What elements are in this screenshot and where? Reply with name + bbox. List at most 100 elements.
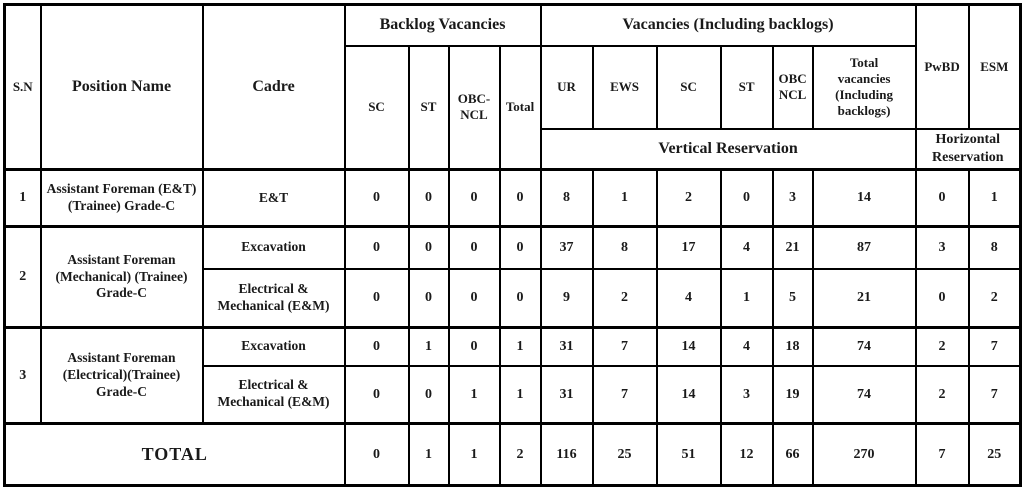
header-row-groups: S.N Position Name Cadre Backlog Vacancie… [3,3,1022,171]
esm-cell: 2 [967,267,1022,329]
esm-cell: 1 [967,168,1022,228]
cadre-cell: Electrical & Mechanical (E&M) [201,267,346,329]
group-header-backlog-vacancies: Backlog Vacancies [343,3,542,47]
ur-cell: 31 [539,326,594,367]
esm-cell: 8 [967,225,1022,270]
backlog-st-total-cell: 1 [407,422,450,487]
document-page: S.N Position Name Cadre Backlog Vacancie… [3,3,1023,487]
group-header-vacancies-text: Vacancies (Including backlogs) [622,16,834,34]
backlog-st-cell: 0 [407,267,450,329]
backlog-sc-total-cell: 0 [343,422,410,487]
backlog-total-cell: 1 [498,364,542,425]
backlog-total-cell: 1 [498,326,542,367]
total-vacancies-cell: 74 [811,364,917,425]
col-header-backlog-sc: SC [343,44,410,171]
cadre-cell: Electrical & Mechanical (E&M) [201,364,346,425]
ur-cell: 9 [539,267,594,329]
ur-total-cell: 116 [539,422,594,487]
total-vacancies-cell: 14 [811,168,917,228]
st-cell: 3 [719,364,774,425]
st-cell: 0 [719,168,774,228]
table-row-1-et: 1 Assistant Foreman (E&T) (Trainee) Grad… [3,168,1022,228]
sc-cell: 14 [655,364,722,425]
total-vacancies-cell: 74 [811,326,917,367]
table-row-3-electrical-excavation: 3 Assistant Foreman (Electrical)(Trainee… [3,326,1022,425]
col-header-pwbd: PwBD [914,3,970,130]
col-header-cadre: Cadre [201,3,346,171]
pwbd-cell: 3 [914,225,970,270]
obc-ncl-total-cell: 66 [771,422,814,487]
obc-ncl-cell: 18 [771,326,814,367]
backlog-obc-ncl-cell: 0 [447,225,501,270]
col-header-sn: S.N [3,3,42,171]
pwbd-cell: 0 [914,267,970,329]
sn-cell: 2 [3,225,42,329]
position-name-cell: Assistant Foreman (E&T) (Trainee) Grade-… [39,168,204,228]
col-header-backlog-total: Total [498,44,542,171]
col-header-st: ST [719,44,774,130]
esm-total-cell: 25 [967,422,1022,487]
sc-cell: 17 [655,225,722,270]
header-row-columns: SC ST OBC-NCL Total UR EWS SC ST OBC NCL… [5,44,1021,171]
ews-cell: 1 [591,168,658,228]
col-header-obc-ncl: OBC NCL [771,44,814,130]
backlog-sc-cell: 0 [343,364,410,425]
header-row-reservation: Vertical Reservation Horizontal Reservat… [5,127,1022,171]
backlog-obc-ncl-cell: 0 [447,168,501,228]
ews-cell: 2 [591,267,658,329]
sc-total-cell: 51 [655,422,722,487]
pwbd-cell: 2 [914,326,970,367]
backlog-st-cell: 0 [407,364,450,425]
ews-cell: 7 [591,364,658,425]
backlog-total-total-cell: 2 [498,422,542,487]
ews-cell: 7 [591,326,658,367]
total-vacancies-cell: 21 [811,267,917,329]
col-header-total-vacancies: Total vacancies (Including backlogs) [811,44,917,130]
obc-ncl-cell: 21 [771,225,814,270]
backlog-obc-ncl-cell: 0 [447,326,501,367]
backlog-total-cell: 0 [498,168,542,228]
backlog-st-cell: 0 [407,225,450,270]
position-name-cell: Assistant Foreman (Mechanical) (Trainee)… [39,225,204,329]
backlog-sc-cell: 0 [343,225,410,270]
obc-ncl-cell: 19 [771,364,814,425]
esm-cell: 7 [967,364,1022,425]
table-row-3-electrical-em: Electrical & Mechanical (E&M) 0 0 1 1 31… [5,364,1022,425]
table-row-total: TOTAL 0 1 1 2 116 25 51 12 66 270 7 25 [3,422,1022,487]
sn-cell: 3 [3,326,42,425]
pwbd-cell: 0 [914,168,970,228]
ews-cell: 8 [591,225,658,270]
col-header-backlog-obc-ncl: OBC-NCL [447,44,501,171]
total-label-cell: TOTAL [3,422,346,487]
esm-cell: 7 [967,326,1022,367]
backlog-total-cell: 0 [498,225,542,270]
total-vacancies-total-cell: 270 [811,422,917,487]
st-cell: 4 [719,225,774,270]
total-vacancies-cell: 87 [811,225,917,270]
table-row-2-mechanical-excavation: 2 Assistant Foreman (Mechanical) (Traine… [3,225,1022,329]
sc-cell: 2 [655,168,722,228]
col-header-total-vacancies-text: Total vacancies (Including backlogs) [835,54,893,119]
obc-ncl-cell: 5 [771,267,814,329]
st-cell: 4 [719,326,774,367]
col-header-sc: SC [655,44,722,130]
sc-cell: 4 [655,267,722,329]
col-header-esm: ESM [967,3,1022,130]
col-header-position-name: Position Name [39,3,204,171]
ews-total-cell: 25 [591,422,658,487]
vacancy-table: S.N Position Name Cadre Backlog Vacancie… [3,3,1023,487]
cadre-cell: Excavation [201,326,346,367]
backlog-st-cell: 0 [407,168,450,228]
cadre-cell: Excavation [201,225,346,270]
pwbd-cell: 2 [914,364,970,425]
pwbd-total-cell: 7 [914,422,970,487]
table-row-2-mechanical-em: Electrical & Mechanical (E&M) 0 0 0 0 9 … [5,267,1022,329]
backlog-sc-cell: 0 [343,267,410,329]
st-cell: 1 [719,267,774,329]
col-header-backlog-st: ST [407,44,450,171]
backlog-sc-cell: 0 [343,168,410,228]
ur-cell: 31 [539,364,594,425]
st-total-cell: 12 [719,422,774,487]
cadre-cell: E&T [201,168,346,228]
horizontal-reservation-text: Horizontal Reservation [932,132,1004,165]
